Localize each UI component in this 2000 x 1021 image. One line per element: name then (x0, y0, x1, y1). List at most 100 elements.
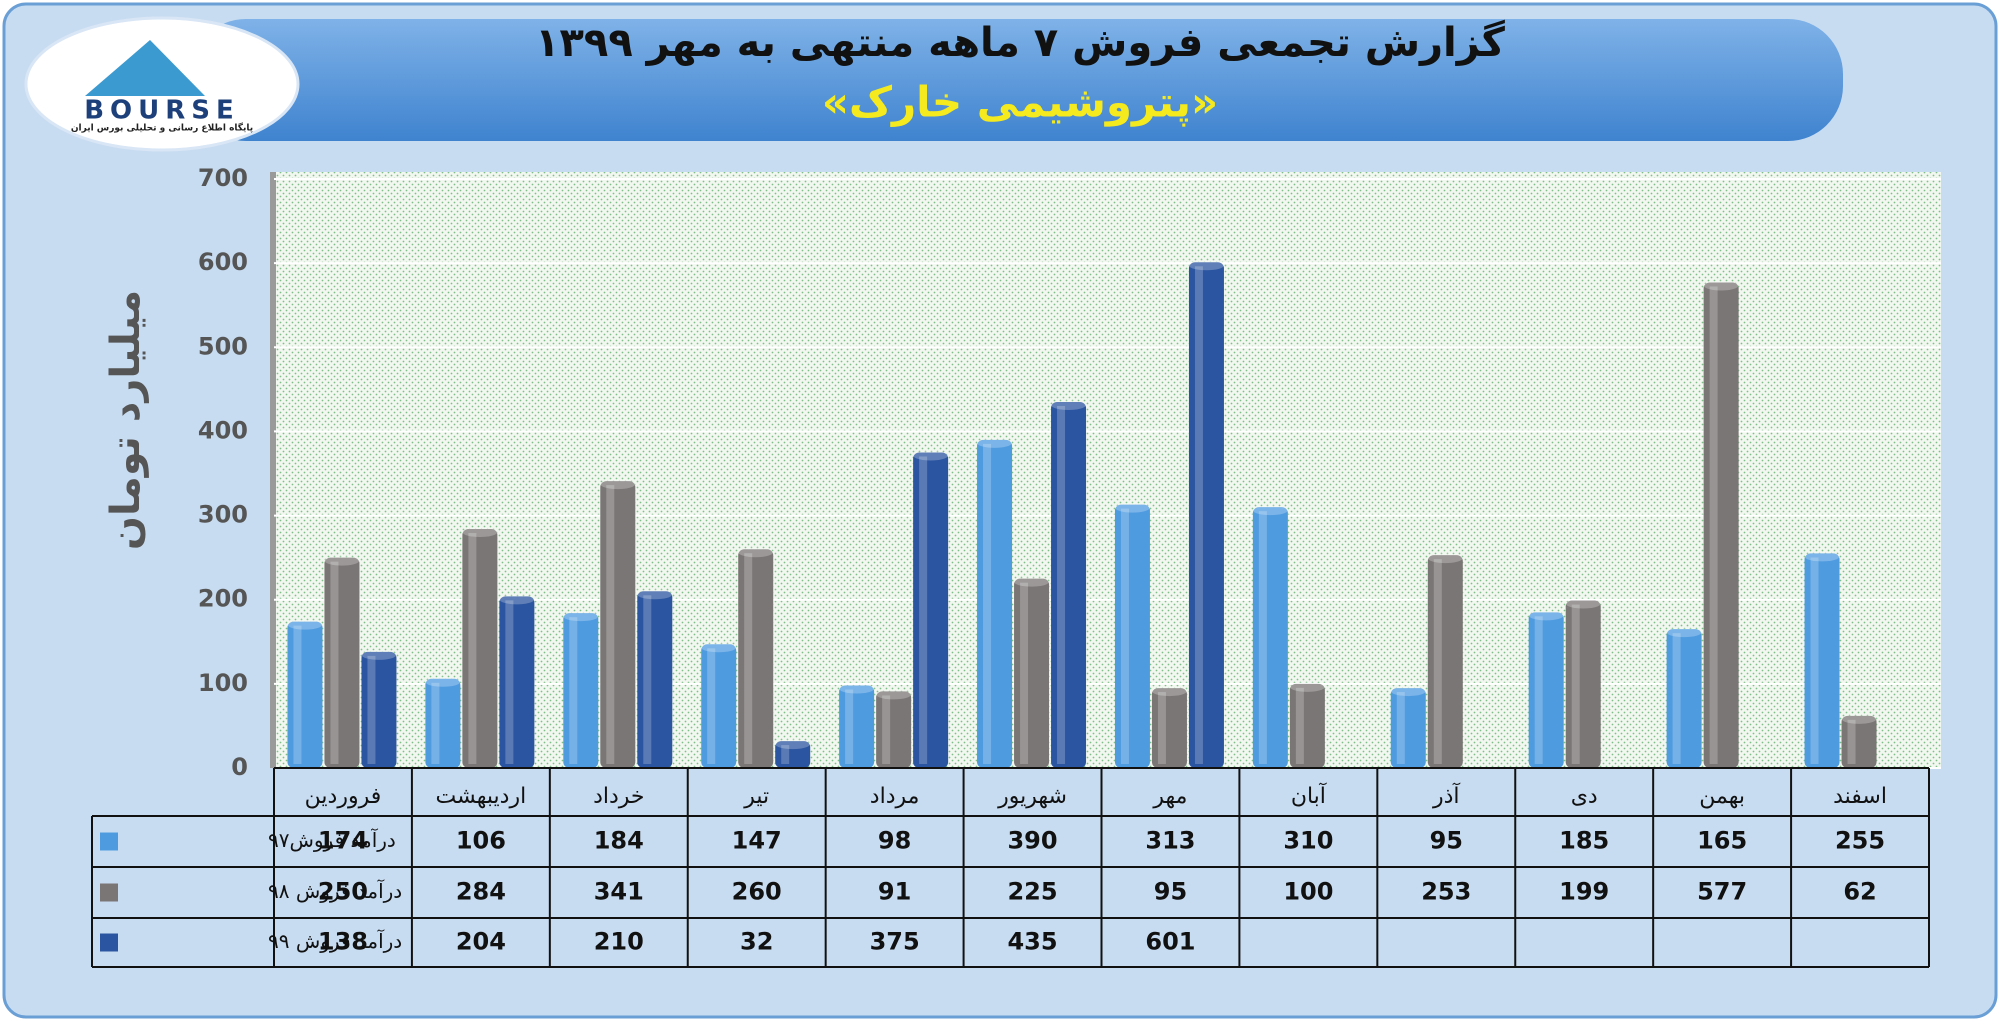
y-tick-label: 100 (198, 669, 248, 697)
y-axis-label: میلیارد تومان (103, 290, 149, 550)
table-value: 32 (740, 928, 773, 956)
bar-highlight (1810, 557, 1819, 764)
bar (913, 452, 949, 768)
bar (1804, 553, 1840, 768)
bar-highlight (505, 600, 514, 764)
bar-highlight (606, 485, 615, 764)
bar-cap (876, 689, 912, 700)
bar (1565, 600, 1601, 768)
logo-tagline: پایگاه اطلاع رسانی و تحلیلی بورس ایران (71, 122, 253, 134)
table-value: 375 (870, 928, 920, 956)
bar (1427, 555, 1463, 768)
bar-highlight (293, 625, 302, 764)
table-value: 106 (456, 827, 506, 855)
bar-cap (1804, 551, 1840, 562)
y-tick-label: 600 (198, 248, 248, 276)
bar (287, 621, 323, 768)
logo-icon (85, 40, 205, 96)
bar-highlight (1433, 559, 1442, 764)
bar-highlight (1295, 687, 1304, 764)
bar-cap (563, 611, 599, 622)
logo-name: BOURSE (84, 96, 240, 126)
bar-cap (1151, 686, 1187, 697)
bar-cap (462, 527, 498, 538)
bar-cap (324, 555, 360, 566)
bar (876, 691, 912, 768)
table-value: 199 (1559, 878, 1609, 906)
x-tick-label: اسفند (1833, 784, 1887, 809)
x-tick-label: فروردین (305, 784, 382, 809)
table-value: 204 (456, 928, 506, 956)
bar-highlight (707, 648, 716, 764)
bar-highlight (367, 655, 376, 764)
table-value: 341 (594, 878, 644, 906)
bar (1289, 683, 1325, 768)
table-value: 165 (1697, 827, 1747, 855)
chart-title: گزارش تجمعی فروش ۷ ماهه منتهی به مهر ۱۳۹… (535, 19, 1506, 66)
x-tick-label: آذر (1432, 782, 1460, 809)
bar (738, 549, 774, 768)
y-tick-label: 300 (198, 501, 248, 529)
bar-highlight (1396, 692, 1405, 764)
bar-cap (361, 649, 397, 660)
table-value: 95 (1430, 827, 1463, 855)
bar-highlight (1120, 508, 1129, 764)
bar-highlight (468, 533, 477, 764)
table-value: 260 (732, 878, 782, 906)
bar-cap (701, 642, 737, 653)
bar (1666, 629, 1702, 768)
x-tick-label: آبان (1291, 782, 1327, 809)
legend-label: درآمد فروش ۹۸ (268, 878, 402, 903)
table-value: 284 (456, 878, 506, 906)
x-tick-label: اردیبهشت (436, 784, 527, 809)
x-tick-label: بهمن (1699, 784, 1745, 809)
bar-highlight (330, 561, 339, 764)
bar-cap (1014, 576, 1050, 587)
table-value: 185 (1559, 827, 1609, 855)
x-tick-label: شهریور (997, 784, 1067, 809)
table-value: 250 (318, 878, 368, 906)
table-value: 435 (1007, 928, 1057, 956)
y-tick-label: 0 (231, 753, 248, 781)
table-value: 210 (594, 928, 644, 956)
table-value: 390 (1007, 827, 1057, 855)
table-value: 310 (1283, 827, 1333, 855)
y-tick-label: 200 (198, 585, 248, 613)
bar-highlight (882, 695, 891, 764)
bar-highlight (1534, 616, 1543, 764)
bar (1151, 688, 1187, 768)
bar (1528, 612, 1564, 768)
bar (637, 591, 673, 768)
bar-cap (977, 437, 1013, 448)
legend-swatch (100, 933, 118, 952)
table-value: 91 (878, 878, 911, 906)
bar-highlight (1057, 405, 1066, 764)
x-tick-label: خرداد (593, 784, 644, 809)
table-value: 138 (318, 928, 368, 956)
bar-cap (1252, 505, 1288, 516)
bar-cap (839, 683, 875, 694)
legend-label: درآمد فروش۹۷ (268, 827, 396, 852)
bar-highlight (845, 689, 854, 764)
bar-highlight (569, 617, 578, 764)
y-tick-label: 500 (198, 332, 248, 360)
bar-cap (637, 589, 673, 600)
bar-cap (775, 739, 811, 750)
bar (361, 651, 397, 768)
bar-cap (1565, 598, 1601, 609)
bar-highlight (1847, 719, 1856, 764)
bar-cap (287, 619, 323, 630)
bar-highlight (431, 682, 440, 764)
bar-cap (1390, 686, 1426, 697)
x-tick-label: مرداد (870, 784, 920, 809)
bar-highlight (1157, 692, 1166, 764)
bar-cap (1051, 399, 1087, 410)
bar-highlight (919, 456, 928, 764)
bar-cap (600, 479, 636, 490)
table-value: 577 (1697, 878, 1747, 906)
bar (1014, 578, 1050, 768)
bar-highlight (1258, 511, 1267, 764)
table-value: 174 (318, 827, 368, 855)
bar-highlight (1571, 604, 1580, 764)
table-value: 62 (1843, 878, 1876, 906)
